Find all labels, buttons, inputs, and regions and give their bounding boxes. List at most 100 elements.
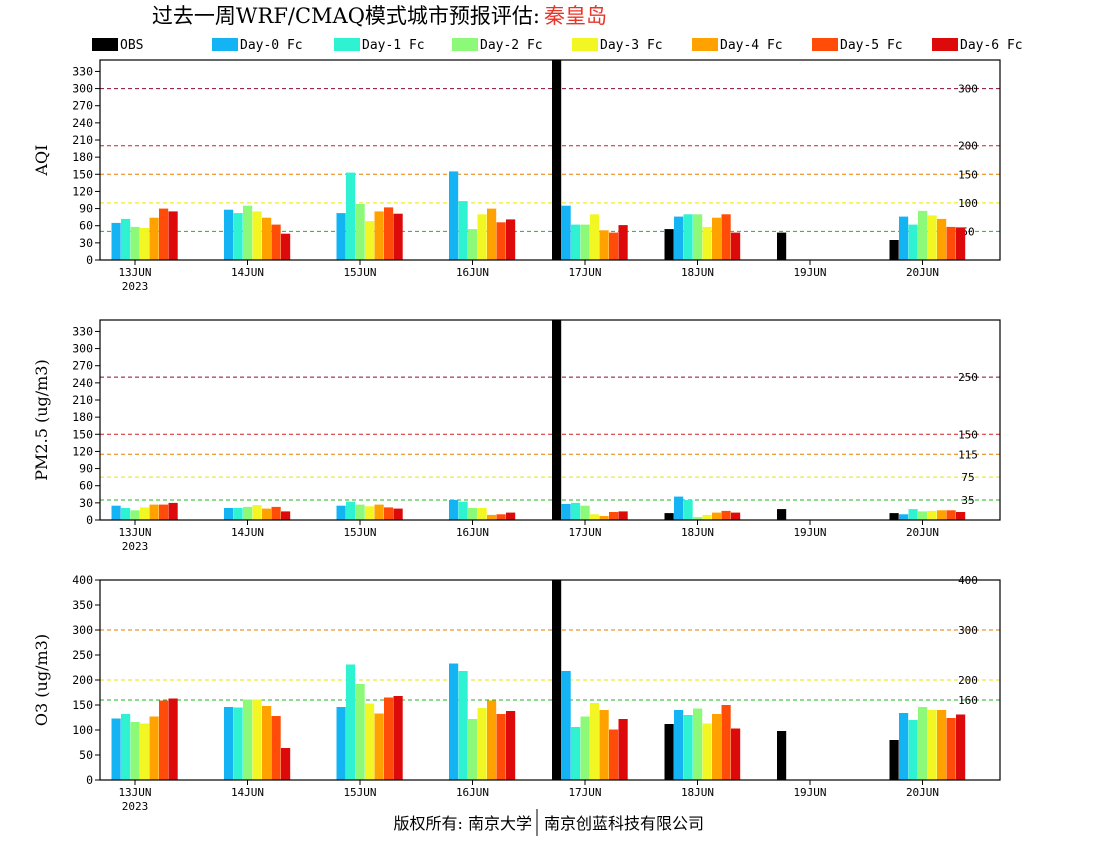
x-tick-label-17jun: 17JUN xyxy=(568,786,601,799)
chart-title-city: 秦皇岛 xyxy=(544,4,607,28)
y-tick-label-270: 270 xyxy=(72,359,93,373)
x-tick-label-16jun: 16JUN xyxy=(456,526,489,539)
bar-day-6-fc-18jun xyxy=(731,728,741,780)
x-tick-label-19jun: 19JUN xyxy=(793,266,826,279)
bar-day-4-fc-15jun xyxy=(374,211,384,260)
y-tick-label-90: 90 xyxy=(79,462,93,476)
bar-day-5-fc-15jun xyxy=(384,207,394,260)
bar-day-0-fc-13jun xyxy=(111,718,121,780)
bar-day-6-fc-13jun xyxy=(168,211,178,260)
bar-day-0-fc-17jun xyxy=(561,205,571,260)
y-tick-label-0: 0 xyxy=(86,253,93,267)
threshold-label-150: 150 xyxy=(958,428,978,441)
bar-day-4-fc-17jun xyxy=(599,516,609,520)
bar-day-1-fc-13jun xyxy=(121,508,131,520)
x-year-label: 2023 xyxy=(122,280,149,293)
bar-day-1-fc-14jun xyxy=(233,213,243,260)
y-tick-label-210: 210 xyxy=(72,393,93,407)
bar-day-4-fc-16jun xyxy=(487,208,497,260)
y-axis-label: PM2.5 (ug/m3) xyxy=(32,359,51,480)
bar-day-3-fc-15jun xyxy=(365,221,375,260)
bar-obs-20jun xyxy=(889,513,899,520)
bar-day-0-fc-20jun xyxy=(899,713,909,780)
x-tick-label-19jun: 19JUN xyxy=(793,786,826,799)
bar-obs-20jun xyxy=(889,240,899,260)
y-tick-label-150: 150 xyxy=(72,698,93,712)
bar-day-2-fc-14jun xyxy=(243,699,253,780)
y-tick-label-150: 150 xyxy=(72,167,93,181)
bar-day-5-fc-14jun xyxy=(271,224,281,260)
bar-day-6-fc-20jun xyxy=(956,714,966,780)
bar-day-6-fc-17jun xyxy=(618,719,628,780)
bar-day-3-fc-20jun xyxy=(927,710,937,780)
y-tick-label-350: 350 xyxy=(72,598,93,612)
bar-day-4-fc-17jun xyxy=(599,710,609,780)
bar-day-3-fc-20jun xyxy=(927,510,937,520)
bar-obs-19jun xyxy=(777,731,787,780)
bar-day-1-fc-17jun xyxy=(571,224,581,260)
bar-day-2-fc-15jun xyxy=(355,204,365,260)
legend-swatch-4 xyxy=(572,38,598,51)
bar-day-1-fc-20jun xyxy=(908,720,918,780)
y-tick-label-30: 30 xyxy=(79,236,93,250)
bar-day-6-fc-15jun xyxy=(393,696,403,780)
bar-day-6-fc-14jun xyxy=(281,233,291,260)
bar-day-0-fc-18jun xyxy=(674,710,684,780)
bar-day-0-fc-16jun xyxy=(449,663,459,780)
panel-frame xyxy=(99,59,1001,261)
y-axis-label: AQI xyxy=(32,145,51,177)
bar-day-1-fc-20jun xyxy=(908,224,918,260)
bar-obs-17jun xyxy=(552,580,562,780)
x-tick-label-20jun: 20JUN xyxy=(906,266,939,279)
y-tick-label-270: 270 xyxy=(72,99,93,113)
threshold-label-115: 115 xyxy=(958,448,978,461)
legend-label-1: Day-0 Fc xyxy=(240,38,303,53)
threshold-label-200: 200 xyxy=(958,674,978,687)
y-axis-label: O3 (ug/m3) xyxy=(32,634,51,726)
bar-day-6-fc-18jun xyxy=(731,512,741,520)
bar-day-2-fc-14jun xyxy=(243,205,253,260)
bar-day-0-fc-16jun xyxy=(449,500,459,520)
bar-day-1-fc-17jun xyxy=(571,502,581,520)
bar-day-1-fc-16jun xyxy=(458,201,468,260)
bar-day-3-fc-17jun xyxy=(590,514,600,520)
bar-day-1-fc-15jun xyxy=(346,172,356,260)
bar-day-0-fc-16jun xyxy=(449,171,459,260)
bar-day-6-fc-13jun xyxy=(168,502,178,520)
x-tick-label-14jun: 14JUN xyxy=(231,266,264,279)
bar-day-0-fc-18jun xyxy=(674,496,684,520)
bar-day-4-fc-15jun xyxy=(374,713,384,780)
legend-label-0: OBS xyxy=(120,38,143,53)
bar-day-0-fc-14jun xyxy=(224,707,234,780)
x-tick-label-14jun: 14JUN xyxy=(231,786,264,799)
bar-day-4-fc-18jun xyxy=(712,217,722,260)
x-tick-label-15jun: 15JUN xyxy=(343,526,376,539)
legend-label-6: Day-5 Fc xyxy=(840,38,903,53)
panel-2: 16020030040005010015020025030035040013JU… xyxy=(32,573,1001,813)
bar-day-2-fc-16jun xyxy=(468,508,478,520)
bar-day-0-fc-17jun xyxy=(561,671,571,780)
bar-day-6-fc-13jun xyxy=(168,698,178,780)
bar-day-0-fc-14jun xyxy=(224,209,234,260)
x-tick-label-17jun: 17JUN xyxy=(568,526,601,539)
y-tick-label-60: 60 xyxy=(79,219,93,233)
bar-obs-18jun xyxy=(664,724,674,780)
y-tick-label-60: 60 xyxy=(79,479,93,493)
bar-obs-19jun xyxy=(777,509,787,520)
footer-company: 南京创蓝科技有限公司 xyxy=(544,814,704,833)
bar-day-4-fc-14jun xyxy=(262,508,272,520)
bar-day-0-fc-18jun xyxy=(674,216,684,260)
bar-day-1-fc-20jun xyxy=(908,509,918,520)
bar-day-2-fc-16jun xyxy=(468,229,478,260)
bar-day-5-fc-20jun xyxy=(946,510,956,520)
bar-day-5-fc-13jun xyxy=(159,504,169,520)
bar-day-4-fc-20jun xyxy=(937,710,947,780)
legend-label-2: Day-1 Fc xyxy=(362,38,425,53)
bar-day-2-fc-20jun xyxy=(918,707,928,780)
bar-day-0-fc-13jun xyxy=(111,505,121,520)
bar-day-4-fc-14jun xyxy=(262,217,272,260)
bar-day-5-fc-13jun xyxy=(159,700,169,780)
bar-day-3-fc-13jun xyxy=(140,723,150,780)
bar-day-4-fc-14jun xyxy=(262,706,272,780)
bar-day-3-fc-13jun xyxy=(140,507,150,520)
